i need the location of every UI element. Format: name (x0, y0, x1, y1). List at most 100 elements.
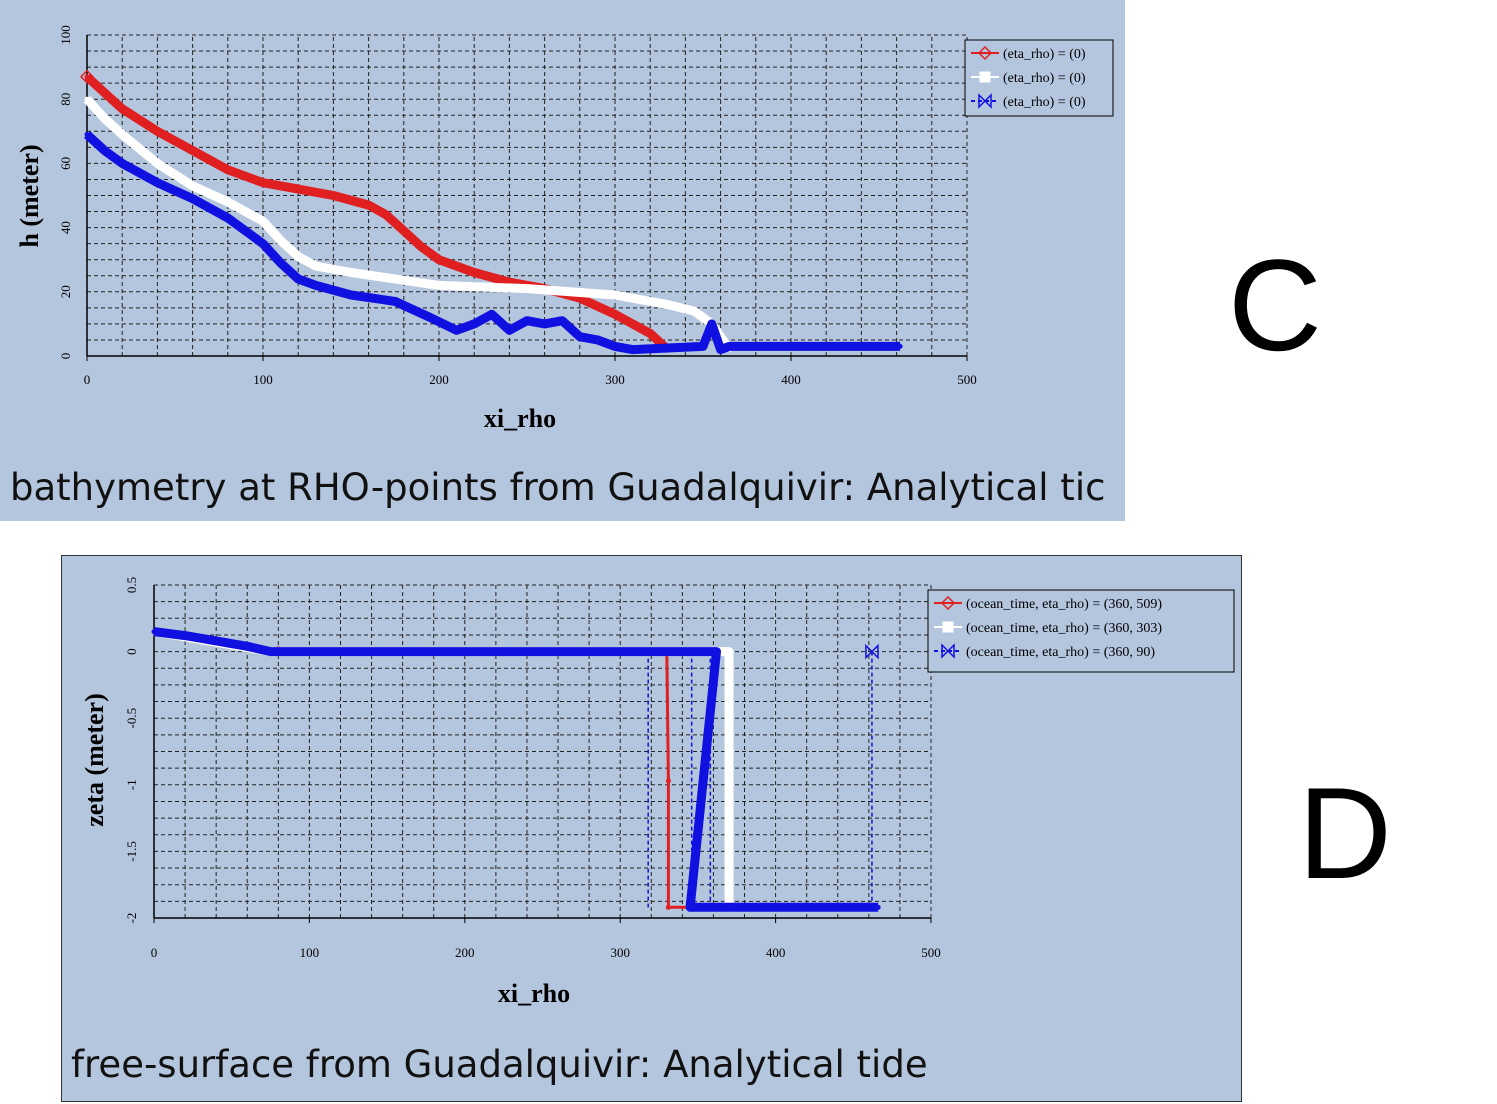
chart-c-xtick-label: 0 (84, 372, 91, 387)
chart-c-ytick-label: 60 (58, 157, 73, 170)
chart-c-ytick-label: 40 (58, 221, 73, 234)
chart-c-series-2-point (225, 215, 231, 221)
chart-d-grid (153, 584, 932, 919)
chart-c-series-1-point (524, 286, 530, 292)
chart-d-ytick-label: 0 (124, 648, 139, 655)
chart-d-series-2-line (153, 627, 879, 912)
chart-c-series-2-point (594, 337, 600, 343)
chart-d-ytick-label: -1 (124, 779, 139, 790)
chart-d-series-2-point (268, 649, 274, 655)
chart-c-series-2-point (154, 180, 160, 186)
chart-d-caption: free-surface from Guadalquivir: Analytic… (71, 1043, 928, 1086)
chart-c-x-axis-label: xi_rho (484, 404, 556, 433)
chart-c-legend-marker-icon (978, 93, 992, 109)
chart-c-xtick-label: 500 (957, 372, 977, 387)
chart-d-series-2-point (875, 904, 881, 910)
chart-d-series-2-point (151, 629, 157, 635)
chart-d-x-axis-label: xi_rho (498, 979, 570, 1008)
chart-c-series-2-point (700, 343, 706, 349)
chart-c-caption: bathymetry at RHO-points from Guadalquiv… (10, 466, 1106, 509)
chart-c-series-2-points (84, 132, 903, 353)
chart-c-series-1-point (278, 237, 284, 243)
chart-c-series-1-point (84, 96, 90, 102)
chart-c-series-2-point (84, 132, 90, 138)
chart-c-series-0-point (102, 90, 108, 96)
chart-c-series-2-point (718, 347, 724, 353)
chart-c-legend-label: (eta_rho) = (0) (1003, 71, 1086, 86)
chart-d-xtick-label: 0 (151, 945, 158, 960)
chart-d-series-1-point (726, 649, 732, 655)
chart-d-series-2-point (182, 633, 188, 639)
chart-c-series-2-point (630, 347, 636, 353)
chart-c-series-2-point (190, 196, 196, 202)
chart-d-series-2-point (213, 638, 219, 644)
chart-c-series-1-point (612, 292, 618, 298)
chart-d-ytick-label: -0.5 (124, 708, 139, 729)
chart-c-series-0-point (154, 128, 160, 134)
chart-c-series-2-point (295, 276, 301, 282)
chart-c-series-2-point (260, 241, 266, 247)
chart-c-series-2-point (102, 148, 108, 154)
chart-d-y-axis-label: zeta (meter) (80, 693, 109, 827)
chart-c-xtick-label: 300 (605, 372, 625, 387)
chart-d-legend-marker-icon (942, 621, 954, 633)
chart-c-series-2-point (471, 321, 477, 327)
chart-c-series-0-point (225, 167, 231, 173)
chart-c-ytick-label: 20 (58, 285, 73, 298)
chart-c-series-2-point (726, 343, 732, 349)
chart-c-series-1-points (84, 96, 732, 353)
chart-c-series-0-point (383, 212, 389, 218)
chart-d-series-0-point (665, 904, 671, 910)
chart-d-svg: 0 100 200 300 400 500 -2 -1.5 -1 -0.5 0 0.5 xi_rho ze… (80, 577, 1235, 1008)
chart-panel-c: 0 100 200 300 400 500 0 20 40 60 80 100 xi_rho h (met… (0, 0, 1125, 521)
chart-c-legend-label: (eta_rho) = (0) (1003, 47, 1086, 62)
chart-c-series-0-point (401, 228, 407, 234)
chart-d-ytick-label: -2 (124, 913, 139, 924)
chart-d-series-2-point (648, 649, 654, 655)
chart-c-series-1-point (313, 263, 319, 269)
chart-c-series-2-line (83, 131, 901, 355)
chart-c-series-1-point (348, 270, 354, 276)
chart-c-series-1-point (225, 199, 231, 205)
chart-c-series-2-point (897, 343, 903, 349)
chart-d-series-2-point (692, 649, 698, 655)
chart-d-xtick-label: 500 (921, 945, 941, 960)
chart-c-series-1-point (260, 218, 266, 224)
chart-d-series-0-point (665, 778, 671, 784)
chart-d-series-1-line (153, 627, 734, 912)
chart-c-series-0-point (190, 148, 196, 154)
chart-c-series-1-point (691, 308, 697, 314)
chart-c-series-0-point (612, 311, 618, 317)
chart-c-series-2-point (524, 318, 530, 324)
chart-c-ytick-label: 80 (58, 93, 73, 106)
chart-c-series-0-point (330, 193, 336, 198)
chart-c-series-2-point (612, 343, 618, 349)
chart-d-xtick-label: 100 (300, 945, 320, 960)
chart-d-xtick-label: 200 (455, 945, 475, 960)
chart-c-series-0-line (83, 73, 671, 353)
chart-c-series-0-point (630, 321, 636, 327)
chart-d-legend-label: (ocean_time, eta_rho) = (360, 509) (966, 597, 1162, 612)
chart-c-xtick-label: 200 (429, 372, 449, 387)
chart-d-series-2-point (244, 643, 250, 649)
panel-letter-d: D (1298, 760, 1392, 906)
chart-c-xtick-label: 100 (253, 372, 273, 387)
chart-c-series-2-point (709, 321, 715, 327)
chart-d-legend-label: (ocean_time, eta_rho) = (360, 303) (966, 621, 1162, 636)
chart-c-series-0-point (260, 180, 266, 186)
chart-c-series-2-point (577, 334, 583, 340)
chart-d-series-2-point (869, 904, 875, 910)
chart-c-series-1-point (154, 160, 160, 166)
chart-c-series-0-point (119, 106, 125, 112)
chart-c-legend-marker-icon (979, 71, 991, 83)
chart-c-series-1-point (102, 115, 108, 121)
chart-d-ytick-label: -1.5 (124, 841, 139, 862)
chart-c-series-2-point (735, 343, 741, 349)
chart-c-series-0-point (436, 257, 442, 263)
chart-d-series-2-point (714, 649, 720, 655)
chart-d-series-2-points (151, 629, 881, 910)
chart-c-series-2-point (454, 327, 460, 333)
chart-d-legend-box (927, 589, 1235, 673)
chart-d-legend-marker-icon (941, 643, 955, 659)
chart-c-legend-label: (eta_rho) = (0) (1003, 95, 1086, 110)
